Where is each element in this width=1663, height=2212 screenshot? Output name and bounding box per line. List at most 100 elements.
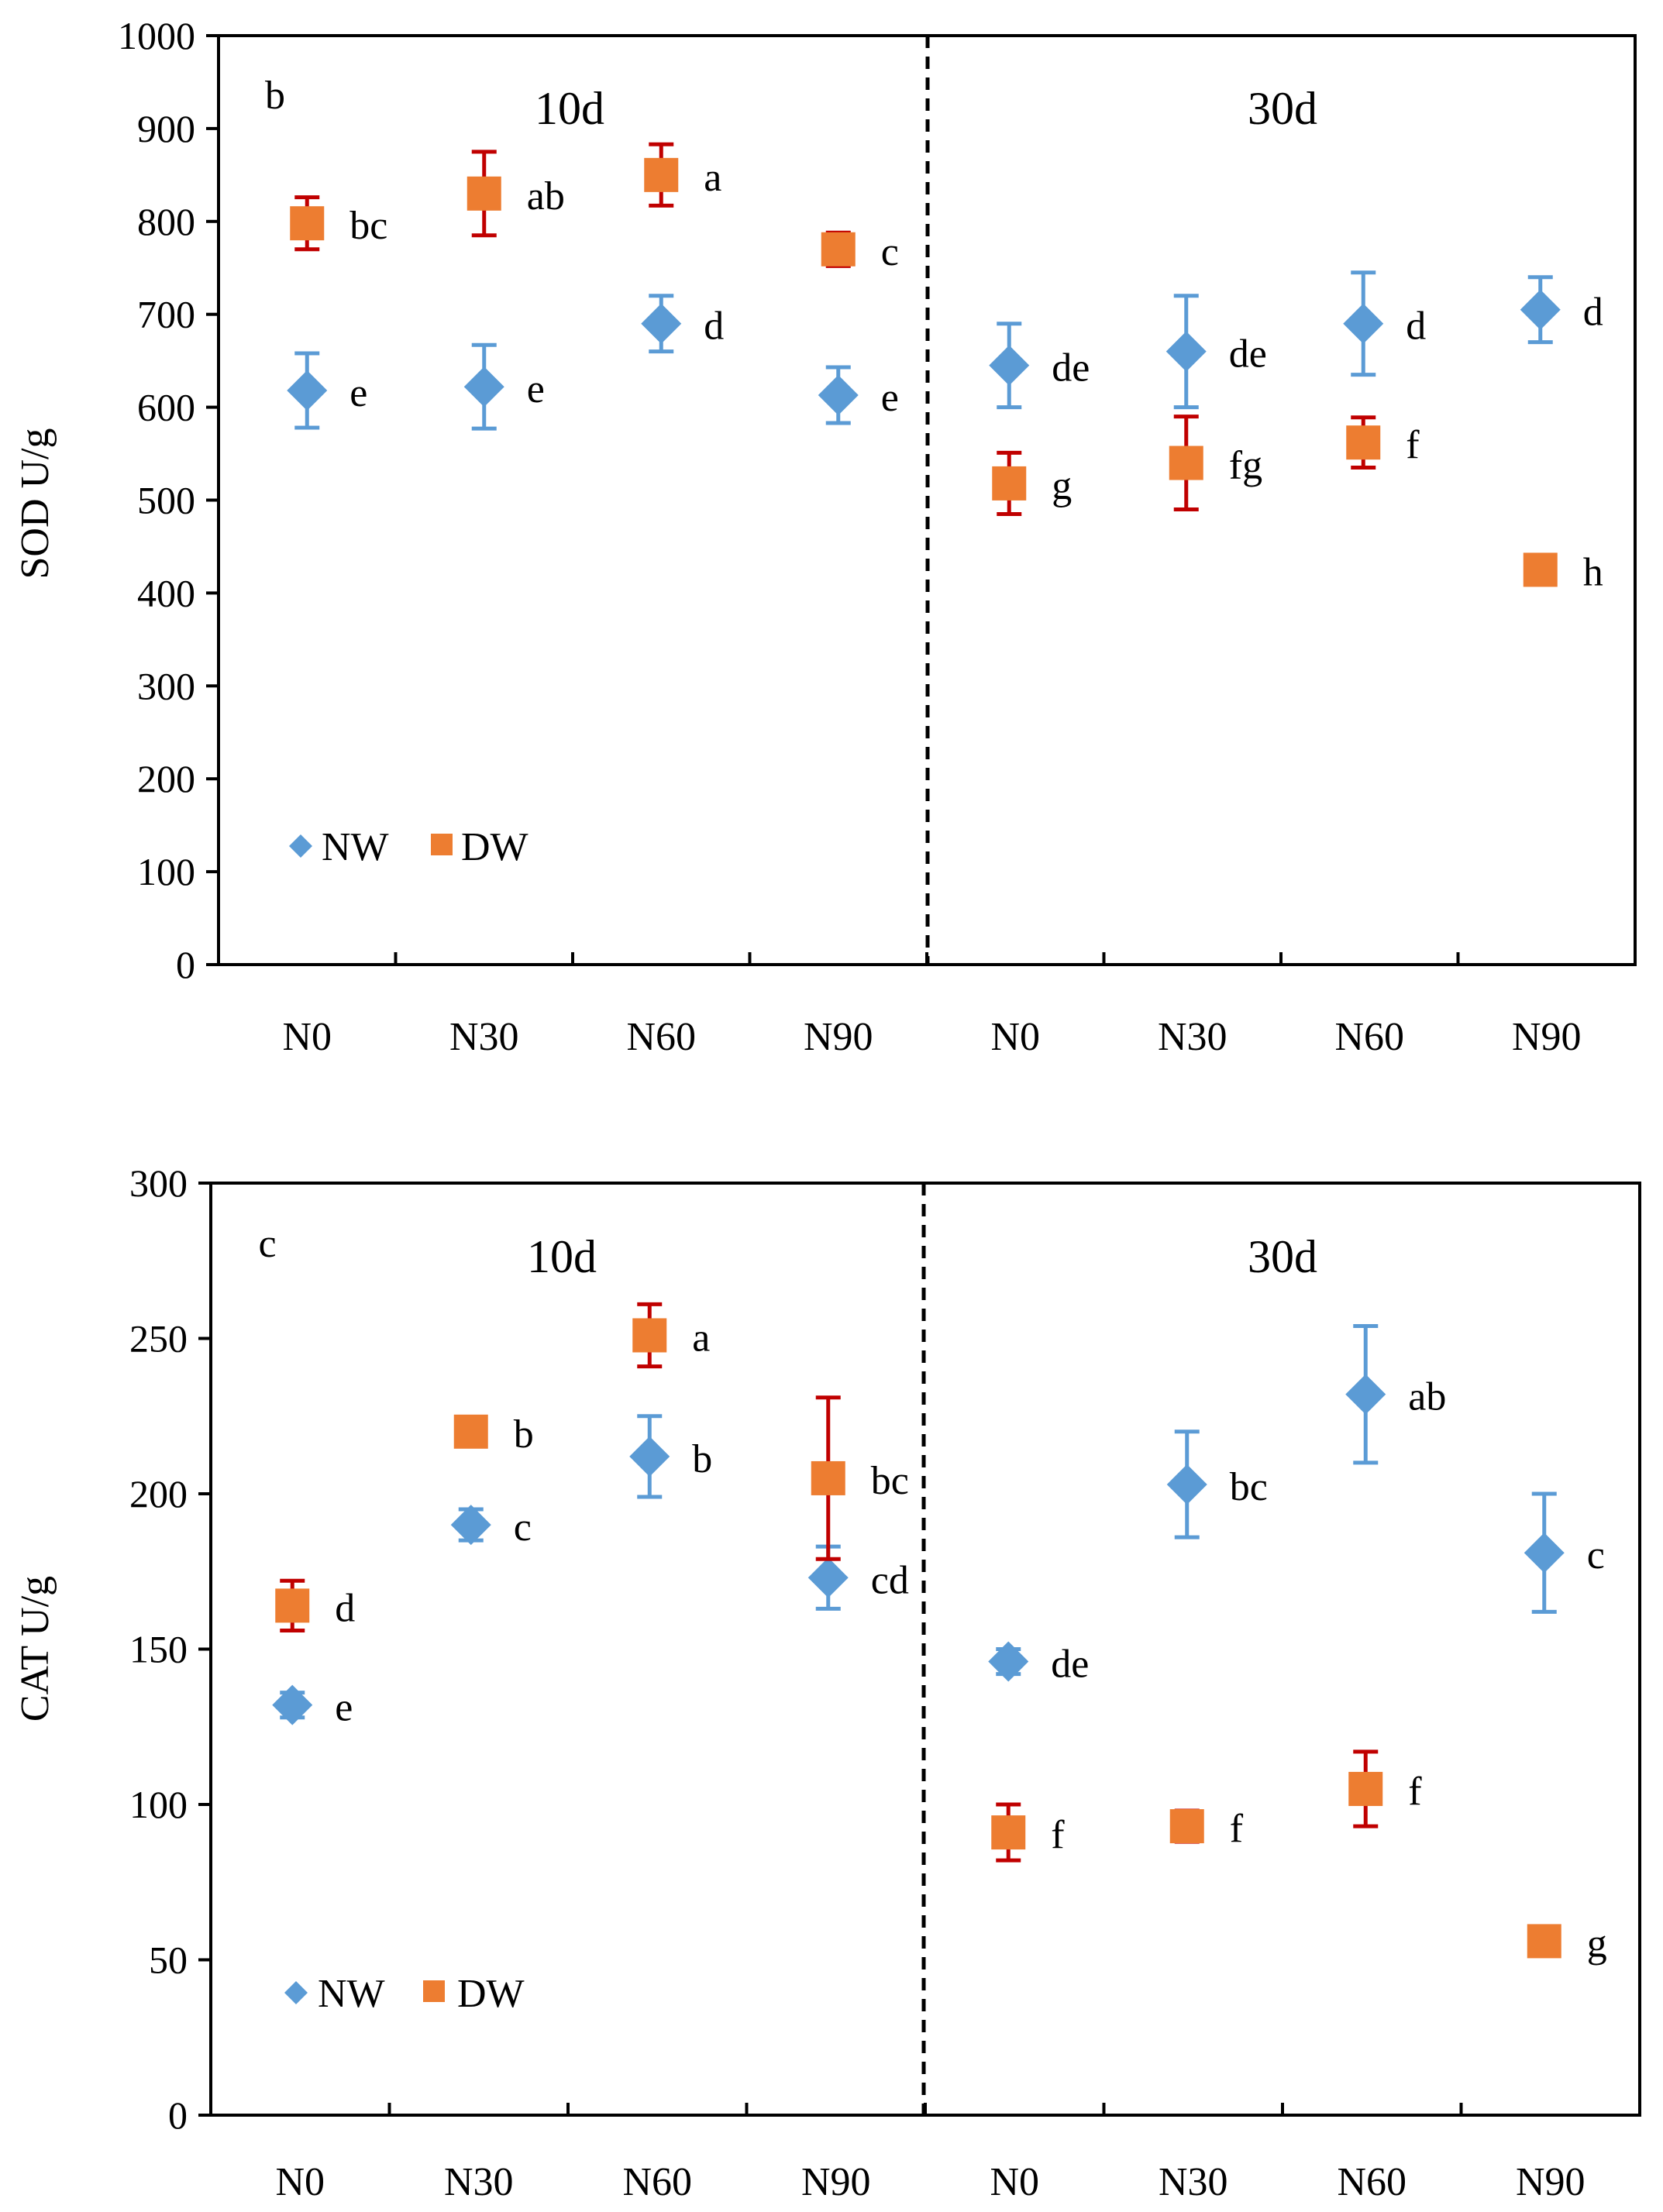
significance-letter: a [704,156,721,200]
x-category-label: N0 [990,1015,1040,1059]
dw-point [1169,1809,1204,1844]
x-category-label: N30 [1159,2160,1228,2204]
y-tick-label: 150 [129,1628,188,1671]
y-tick-label: 600 [137,386,195,429]
y-tick-label: 100 [129,1783,188,1826]
x-category-label: N60 [1334,1015,1404,1059]
dw-point [1527,1924,1561,1959]
nw-point [450,1505,491,1546]
significance-letter: d [704,304,724,349]
nw-point [807,1557,849,1598]
significance-letter: fg [1229,444,1262,488]
y-tick-label: 100 [137,850,195,893]
significance-letter: f [1051,1813,1065,1857]
nw-point [989,345,1030,386]
legend-dw-label: DW [461,825,529,869]
significance-letter: g [1587,1921,1607,1966]
dw-point [644,157,679,192]
dw-point [821,232,856,267]
significance-letter: e [349,371,367,415]
x-category-label: N90 [804,1015,873,1059]
y-tick-label: 400 [137,571,195,614]
significance-letter: f [1408,1770,1422,1814]
legend-nw-marker [289,834,312,858]
significance-letter: ab [1408,1375,1446,1419]
group-title: 10d [527,1231,597,1282]
legend-nw-label: NW [322,825,389,869]
nw-point [287,370,328,411]
nw-point [1524,1533,1565,1574]
x-category-label: N90 [1512,1015,1582,1059]
x-category-label: N90 [801,2160,871,2204]
x-category-label: N0 [275,2160,325,2204]
x-category-label: N30 [1158,1015,1227,1059]
significance-letter: c [1587,1533,1605,1577]
x-category-label: N90 [1516,2160,1586,2204]
legend-dw-label: DW [457,1972,525,2016]
y-axis-title: CAT U/g [13,1576,57,1722]
sod-chart-panel: 0 100 200 300 400 500 600 700 800 900 1000 N0 N30 N60… [13,14,1637,1059]
y-tick-label: 800 [137,200,195,243]
significance-letter: ab [527,174,565,218]
legend-nw-label: NW [318,1972,385,2016]
significance-letter: cd [871,1558,909,1602]
significance-letter: d [1583,291,1603,335]
y-tick-label: 50 [149,1939,188,1982]
y-tick-label: 250 [129,1317,188,1361]
significance-letter: f [1406,423,1420,467]
y-tick-label: 900 [137,107,195,150]
legend-dw-marker [431,834,453,855]
group-title: 30d [1248,1231,1317,1282]
significance-letter: bc [871,1459,909,1503]
y-axis-title: SOD U/g [13,428,57,579]
significance-letter: c [514,1505,532,1550]
significance-letter: g [1052,464,1072,508]
significance-letter: e [335,1686,353,1730]
significance-letter: de [1229,332,1267,377]
nw-point [629,1436,670,1477]
panel-label: b [265,74,285,118]
nw-point [272,1684,313,1725]
y-tick-label: 200 [129,1472,188,1515]
dw-point [1346,425,1381,460]
significance-letter: de [1052,346,1090,390]
dw-point [467,176,501,211]
x-category-label: N30 [449,1015,519,1059]
x-category-label: N0 [990,2160,1039,2204]
dw-point [453,1414,488,1449]
nw-point [463,366,504,408]
nw-point [1520,289,1561,330]
y-tick-label: 700 [137,293,195,336]
y-tick-label: 200 [137,757,195,800]
x-category-label: N60 [622,2160,692,2204]
legend-nw-marker [284,1981,308,2004]
x-category-label: N0 [282,1015,332,1059]
y-tick-label: 300 [129,1161,188,1205]
dw-point [811,1460,845,1495]
legend-dw-marker [423,1980,445,2002]
significance-letter: d [1406,304,1426,349]
dw-point [1348,1771,1383,1806]
y-tick-label: 1000 [118,14,195,57]
cat-chart-panel: 0 50 100 150 200 250 300 N0 N30 N60 N90 N0 N30 N60 N90… [13,1161,1641,2204]
significance-letter: b [692,1437,712,1481]
nw-point [1345,1374,1386,1415]
significance-letter: bc [1230,1465,1268,1509]
y-tick-label: 300 [137,664,195,707]
x-category-label: N30 [444,2160,514,2204]
significance-letter: d [335,1586,355,1630]
nw-point [988,1641,1029,1682]
significance-letter: de [1051,1643,1089,1687]
y-tick-label: 500 [137,479,195,522]
y-tick-label: 0 [168,2093,188,2137]
dw-point [992,466,1027,501]
dw-point [991,1815,1026,1850]
significance-letter: b [514,1412,534,1457]
nw-point [818,375,859,416]
dw-point [290,206,325,241]
significance-letter: bc [349,204,387,248]
group-title: 10d [535,83,604,134]
nw-point [1165,331,1207,372]
group-title: 30d [1248,83,1317,134]
